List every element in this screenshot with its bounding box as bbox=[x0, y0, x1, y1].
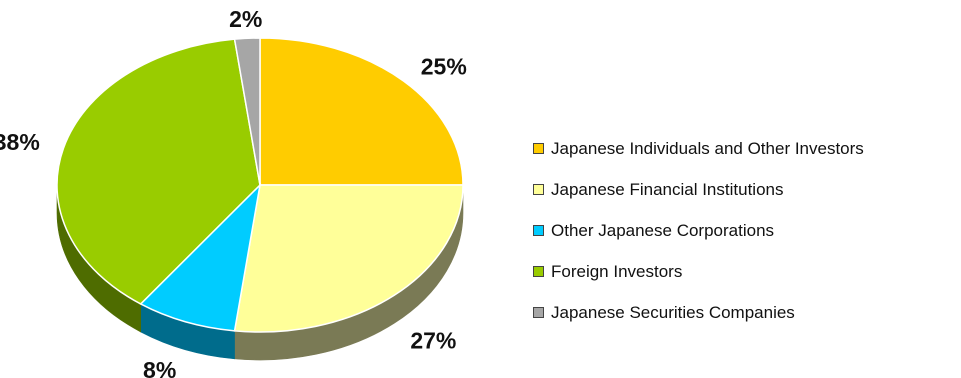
pie-slice-3 bbox=[56, 38, 261, 305]
legend: Japanese Individuals and Other Investors… bbox=[533, 128, 864, 333]
legend-label: Other Japanese Corporations bbox=[551, 220, 775, 240]
legend-item: Japanese Financial Institutions bbox=[533, 169, 864, 210]
legend-swatch bbox=[533, 266, 544, 277]
value-label-0: 25% bbox=[421, 54, 467, 80]
legend-swatch bbox=[533, 143, 544, 154]
pie-slice-2 bbox=[139, 182, 262, 332]
pie-slice-0 bbox=[259, 37, 464, 186]
pie-slices bbox=[56, 37, 464, 333]
legend-item: Other Japanese Corporations bbox=[533, 210, 864, 251]
legend-item: Foreign Investors bbox=[533, 251, 864, 292]
legend-item: Japanese Individuals and Other Investors bbox=[533, 128, 864, 169]
legend-swatch bbox=[533, 184, 544, 195]
legend-label: Japanese Individuals and Other Investors bbox=[551, 138, 864, 158]
value-label-4: 2% bbox=[229, 6, 262, 32]
value-label-3: 38% bbox=[0, 129, 40, 155]
pie-chart: 25% 27% 8% 38% 2% bbox=[0, 6, 467, 378]
legend-swatch bbox=[533, 307, 544, 318]
value-label-2: 8% bbox=[143, 357, 176, 378]
legend-swatch bbox=[533, 225, 544, 236]
pie-slice-1 bbox=[233, 184, 464, 333]
pie-slice-4 bbox=[233, 37, 261, 186]
legend-label: Foreign Investors bbox=[551, 261, 683, 281]
value-label-1: 27% bbox=[410, 328, 456, 354]
legend-label: Japanese Securities Companies bbox=[551, 302, 795, 322]
legend-item: Japanese Securities Companies bbox=[533, 292, 864, 333]
legend-label: Japanese Financial Institutions bbox=[551, 179, 784, 199]
pie-value-labels: 25% 27% 8% 38% 2% bbox=[0, 6, 467, 378]
